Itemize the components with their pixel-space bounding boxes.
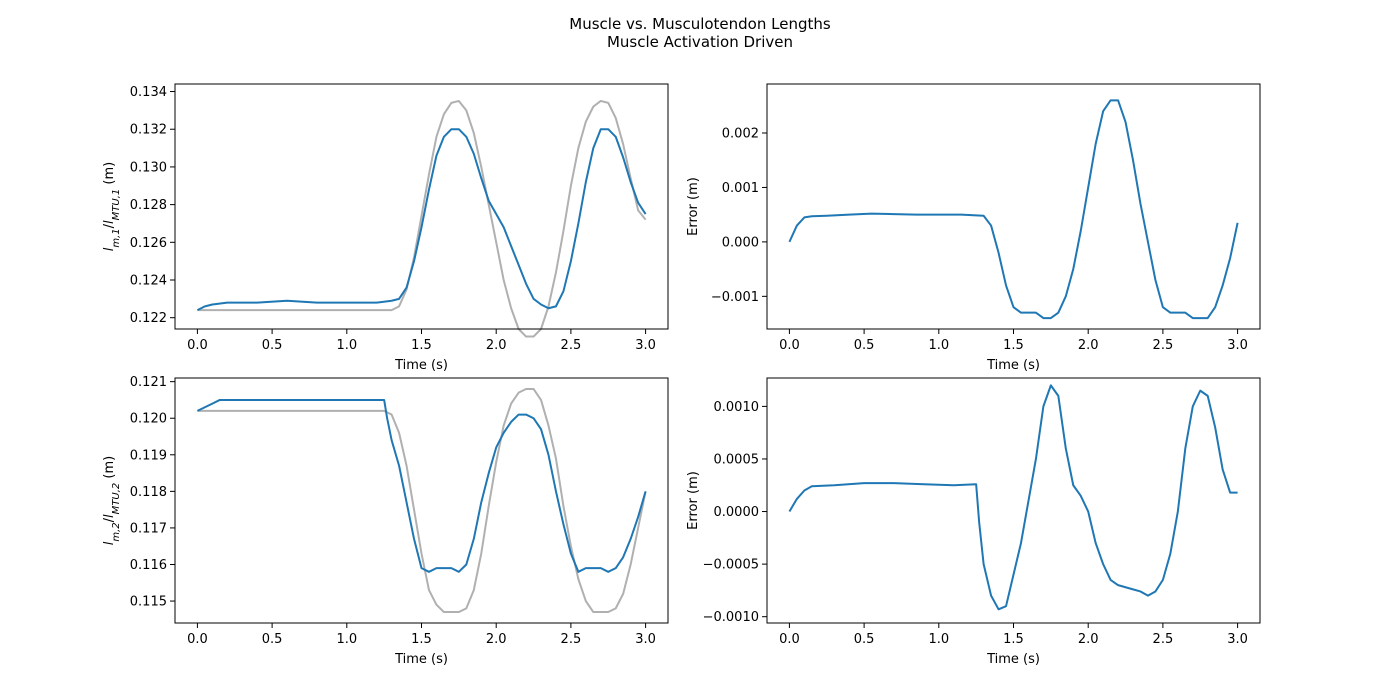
y-tick-label: 0.124 [130, 274, 167, 289]
x-tick-label: 0.0 [779, 338, 800, 353]
series-line-measured [788, 99, 1239, 320]
x-tick-label: 3.0 [1227, 338, 1248, 353]
y-tick-label: 0.118 [130, 485, 167, 500]
axes-frame [766, 83, 1261, 330]
series-line-reference [197, 387, 647, 614]
x-axis-label: Time (s) [394, 652, 448, 667]
series-line-measured [196, 128, 647, 312]
x-tick-label: 2.0 [1078, 338, 1099, 353]
x-tick-label: 1.0 [928, 338, 949, 353]
x-tick-label: 0.0 [187, 632, 208, 647]
x-tick-label: 2.5 [561, 338, 582, 353]
y-tick-label: 0.128 [130, 198, 167, 213]
y-tick-label: −0.001 [711, 290, 759, 305]
y-tick-label: 0.117 [130, 521, 167, 536]
panel-muscle-1-error: 0.0 0.5 1.0 1.5 2.0 2.5 3.0 −0.001 0.000 0.001 0.0… [686, 83, 1261, 373]
y-tick-label: 0.0000 [714, 505, 760, 520]
y-axis-label: lm,1/lMTU,1 (m) [102, 162, 122, 252]
series-line-reference [197, 99, 647, 338]
figure-title-line-1: Muscle vs. Musculotendon Lengths [569, 15, 831, 33]
x-tick-label: 1.0 [928, 632, 949, 647]
y-axis-label: lm,2/lMTU,2 (m) [102, 456, 122, 546]
x-axis-label: Time (s) [986, 358, 1040, 373]
x-tick-label: 3.0 [1227, 632, 1248, 647]
y-tick-label: 0.132 [130, 123, 167, 138]
y-tick-label: 0.121 [130, 375, 167, 390]
y-axis-label: Error (m) [686, 177, 701, 236]
x-tick-label: 0.0 [187, 338, 208, 353]
y-tick-label: 0.000 [722, 235, 759, 250]
y-tick-label: −0.0010 [703, 610, 759, 625]
series-line-measured [196, 398, 647, 573]
x-tick-label: 1.5 [411, 338, 432, 353]
x-axis-label: Time (s) [986, 652, 1040, 667]
x-tick-label: 2.5 [1153, 632, 1174, 647]
x-tick-label: 1.0 [336, 632, 357, 647]
y-tick-label: 0.115 [130, 595, 167, 610]
y-tick-label: 0.134 [130, 85, 167, 100]
y-tick-label: 0.122 [130, 311, 167, 326]
figure-title-line-2: Muscle Activation Driven [607, 33, 793, 51]
y-tick-label: 0.116 [130, 558, 167, 573]
y-tick-label: −0.0005 [703, 558, 759, 573]
panel-muscle-2-length: 0.0 0.5 1.0 1.5 2.0 2.5 3.0 0.115 0.116 0.117 0.11… [102, 375, 669, 667]
x-tick-label: 3.0 [635, 632, 656, 647]
x-tick-label: 2.5 [561, 632, 582, 647]
y-tick-label: 0.0005 [714, 452, 760, 467]
y-tick-label: 0.002 [722, 127, 759, 142]
x-tick-label: 0.5 [854, 338, 875, 353]
y-tick-label: 0.126 [130, 236, 167, 251]
y-tick-label: 0.130 [130, 160, 167, 175]
x-axis-label: Time (s) [394, 358, 448, 373]
x-tick-label: 2.5 [1153, 338, 1174, 353]
y-tick-label: 0.001 [722, 181, 759, 196]
series-line-measured [788, 384, 1238, 611]
x-tick-label: 1.5 [411, 632, 432, 647]
x-tick-label: 2.0 [486, 338, 507, 353]
x-tick-label: 0.0 [779, 632, 800, 647]
x-tick-label: 1.5 [1003, 338, 1024, 353]
panel-muscle-2-error: 0.0 0.5 1.0 1.5 2.0 2.5 3.0 −0.0010 −0.0005 0.000… [686, 377, 1261, 667]
x-tick-label: 1.5 [1003, 632, 1024, 647]
x-tick-label: 2.0 [486, 632, 507, 647]
x-tick-label: 0.5 [262, 338, 283, 353]
axes-frame [174, 377, 669, 624]
x-tick-label: 0.5 [262, 632, 283, 647]
x-tick-label: 3.0 [635, 338, 656, 353]
axes-frame [174, 83, 669, 330]
axes-frame [766, 377, 1261, 624]
x-tick-label: 0.5 [854, 632, 875, 647]
y-axis-label: Error (m) [686, 471, 701, 530]
y-tick-label: 0.120 [130, 412, 167, 427]
x-tick-label: 1.0 [336, 338, 357, 353]
x-tick-label: 2.0 [1078, 632, 1099, 647]
y-tick-label: 0.0010 [714, 400, 760, 415]
panel-muscle-1-length: 0.0 0.5 1.0 1.5 2.0 2.5 3.0 0.122 0.124 0.126 0.12… [102, 83, 669, 373]
y-tick-label: 0.119 [130, 448, 167, 463]
